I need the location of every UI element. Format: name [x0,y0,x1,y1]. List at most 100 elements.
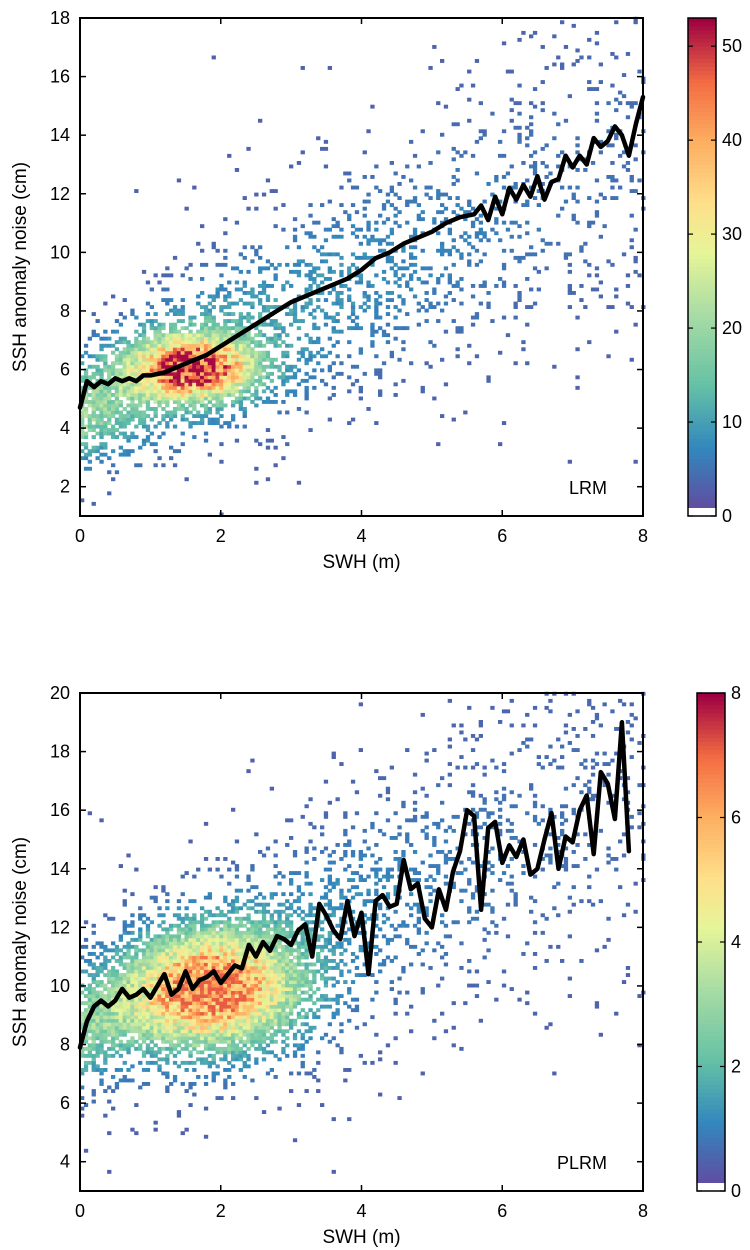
density-cell [227,153,232,158]
density-cell [107,421,112,425]
density-cell [161,340,166,345]
density-cell [188,336,193,341]
density-cell [261,357,267,362]
density-cell [130,1022,135,1027]
density-cell [103,1022,108,1027]
density-cell [292,319,298,323]
density-cell [238,269,243,274]
density-cell [118,1015,123,1020]
density-cell [176,1050,182,1055]
density-cell [281,1008,286,1013]
density-cell [490,227,495,232]
density-cell [169,944,174,949]
density-cell [509,248,514,253]
density-cell [370,326,375,331]
density-cell [188,973,193,977]
density-cell [219,375,224,380]
density-cell [161,920,166,925]
density-cell [219,976,224,981]
density-cell [231,1018,236,1023]
density-cell [215,930,220,935]
density-cell [621,94,627,99]
density-cell [114,361,120,366]
density-cell [203,1018,209,1023]
density-cell [289,881,294,886]
colorbar-tick-label: 50 [722,36,742,56]
density-cell [258,1004,263,1009]
density-cell [525,136,530,141]
density-cell [227,980,232,984]
density-cell [149,1004,154,1009]
density-cell [277,976,282,981]
density-cell [215,1046,220,1051]
density-cell [192,959,197,963]
density-cell [172,1029,178,1034]
density-cell [80,955,85,960]
density-cell [323,382,329,387]
density-cell [83,1032,89,1037]
colorbar-segment [688,401,716,407]
density-cell [192,421,197,425]
density-cell [130,892,135,897]
density-cell [196,347,201,352]
density-cell [219,930,224,935]
density-cell [176,1029,182,1034]
density-cell [327,364,332,369]
density-cell [196,1022,201,1027]
density-cell [130,414,135,418]
density-cell [451,262,456,267]
density-cell [350,382,356,387]
density-cell [203,994,209,998]
density-cell [172,308,178,313]
density-cell [397,308,402,313]
density-cell [323,252,329,257]
density-cell [145,923,151,928]
density-cell [165,941,170,946]
density-cell [269,973,274,977]
density-cell [192,378,197,383]
density-cell [292,217,298,222]
density-cell [250,371,255,376]
density-cell [316,326,321,331]
density-cell [161,1029,166,1034]
density-cell [118,375,123,380]
density-cell [223,1025,228,1030]
density-cell [238,1004,243,1009]
density-cell [153,340,158,345]
density-cell [91,417,96,422]
density-cell [207,361,212,366]
density-cell [99,1068,104,1072]
density-cell [196,396,201,401]
density-cell [126,923,131,928]
density-cell [296,955,302,960]
density-cell [141,941,147,946]
density-cell [215,941,220,946]
density-cell [219,424,224,429]
density-cell [289,284,294,288]
density-cell [308,284,313,288]
density-cell [254,987,259,991]
density-cell [223,920,228,925]
density-cell [254,1008,259,1013]
density-cell [130,1011,135,1016]
density-cell [242,973,247,977]
density-cell [184,937,189,942]
density-cell [474,354,480,359]
density-cell [285,312,290,316]
density-cell [393,382,398,387]
density-cell [409,361,414,366]
density-cell [366,284,371,288]
density-cell [223,347,228,352]
density-cell [513,220,518,225]
density-cell [153,333,158,338]
density-cell [513,185,518,190]
density-cell [149,1015,154,1020]
density-cell [180,916,185,921]
density-cell [87,1043,92,1048]
density-cell [254,371,259,376]
density-cell [242,1025,247,1030]
density-cell [254,192,259,197]
density-cell [138,934,143,939]
density-cell [250,245,255,250]
